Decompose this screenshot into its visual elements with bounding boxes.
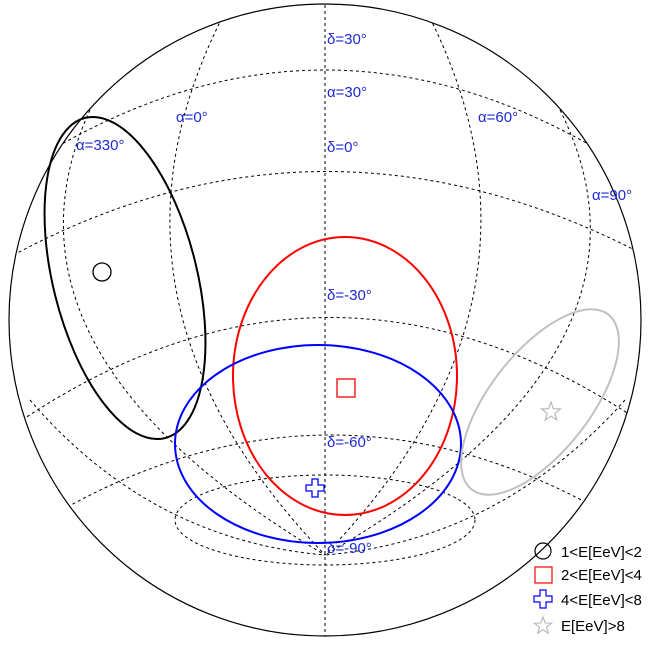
label-ra-0: α=0°: [176, 109, 208, 126]
label-dec-minus90: δ=-90°: [327, 540, 372, 557]
contour-bin4: [460, 308, 620, 496]
legend-cross-icon: [533, 589, 553, 609]
label-dec-minus60: δ=-60°: [327, 434, 372, 451]
legend-star-icon: [532, 615, 554, 635]
legend-label-bin2: 2<E[EeV]<4: [561, 567, 642, 584]
contour-bin1: [43, 115, 207, 441]
grid-ra-90: [324, 109, 591, 556]
grid-declination-minus30: [21, 317, 639, 421]
legend-square-icon: [534, 566, 553, 584]
grid-ra-right-lower: [324, 399, 626, 556]
grid-ra-60: [324, 17, 482, 556]
legend-label-bin3: 4<E[EeV]<8: [561, 592, 642, 609]
label-ra-30: α=30°: [327, 84, 367, 101]
legend: 1<E[EeV]<2 2<E[EeV]<4 4<E[EeV]<8 E[EeV]>…: [532, 542, 642, 635]
grid-declination-0: [9, 171, 641, 259]
marker-bin4-star: [539, 400, 563, 422]
legend-label-bin1: 1<E[EeV]<2: [561, 544, 642, 561]
marker-bin1-circle: [92, 262, 112, 282]
grid-ra-left-lower: [29, 399, 326, 556]
label-dec-0: δ=0°: [327, 139, 358, 156]
marker-bin2-square: [336, 378, 356, 398]
label-ra-330: α=330°: [76, 137, 124, 154]
label-dec-30: δ=30°: [327, 31, 367, 48]
legend-circle-icon: [534, 542, 552, 560]
legend-label-bin4: E[EeV]>8: [561, 618, 625, 635]
contour-bin3: [174, 344, 462, 544]
label-ra-90: α=90°: [592, 187, 632, 204]
marker-bin3-cross: [305, 478, 325, 498]
grid-declination-minus60: [61, 434, 601, 511]
contour-bin2: [232, 236, 458, 516]
grid-ra-0: [169, 17, 326, 556]
label-ra-60: α=60°: [478, 109, 518, 126]
label-dec-minus30: δ=-30°: [327, 287, 372, 304]
grid-lines: [9, 5, 641, 636]
grid-ra-330: [62, 109, 326, 556]
sphere-outline: [8, 3, 642, 637]
